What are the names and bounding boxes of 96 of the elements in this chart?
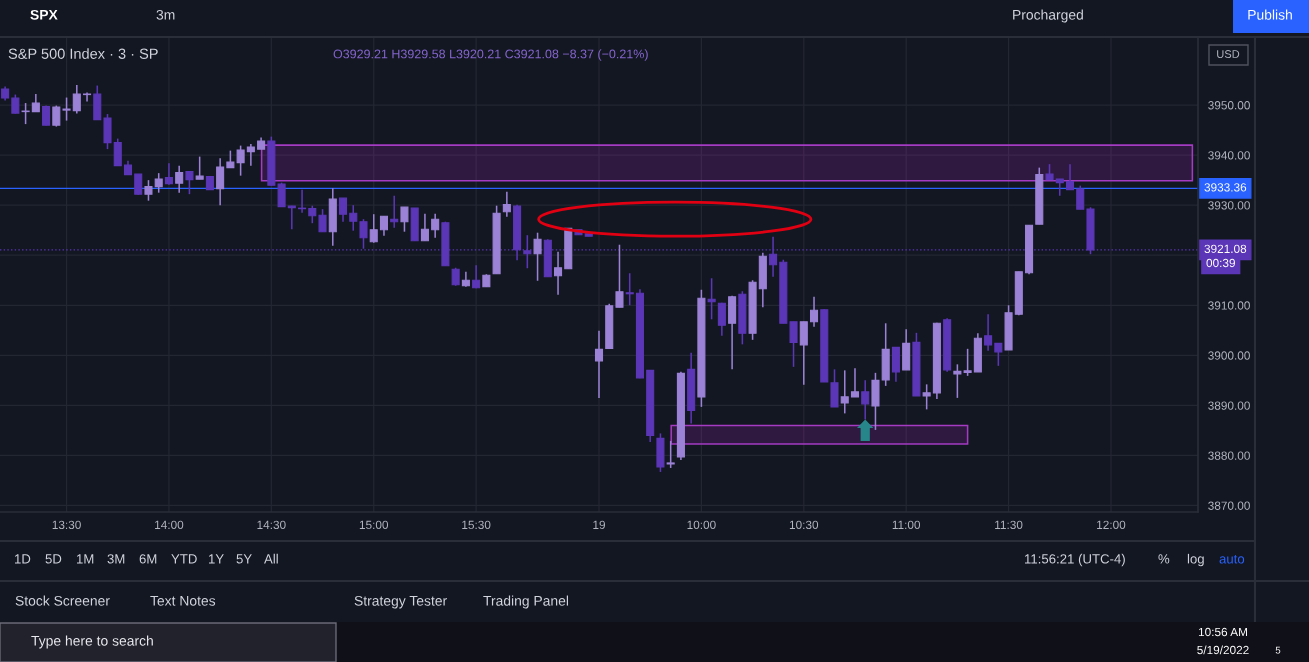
- candlestick: [369, 213, 378, 244]
- candlestick: [338, 197, 348, 223]
- text: 00:39: [1206, 258, 1235, 268]
- candlestick: [984, 313, 993, 352]
- text: USD: [1217, 50, 1240, 58]
- y-tick-label: 3940.00: [1208, 151, 1250, 160]
- candlestick: [799, 321, 808, 386]
- candlestick: [400, 206, 409, 233]
- candlestick: [82, 91, 92, 103]
- text: Trading Panel: [483, 595, 569, 609]
- candlestick: [1055, 178, 1064, 197]
- candlestick: [502, 190, 511, 218]
- candlestick: [175, 164, 184, 194]
- candlestick: [164, 162, 173, 186]
- text: S&P 500 Index · 3 · SP: [8, 48, 158, 59]
- x-tick-label: 11:00: [892, 520, 921, 529]
- candlestick: [615, 243, 624, 309]
- candlestick: [420, 212, 429, 242]
- candlestick: [62, 96, 71, 122]
- x-tick-label: 12:00: [1097, 520, 1126, 529]
- text: 5: [1275, 646, 1281, 654]
- candlestick: [11, 93, 20, 115]
- y-tick-label: 3900.00: [1208, 351, 1250, 360]
- candlestick: [134, 173, 143, 196]
- text: 1M: [77, 554, 94, 564]
- text: 1Y: [209, 554, 224, 564]
- text: Publish: [1248, 9, 1292, 20]
- candlestick: [431, 212, 440, 239]
- text: YTD: [171, 554, 197, 564]
- y-tick-label: 3910.00: [1208, 301, 1250, 310]
- candlestick: [72, 84, 81, 115]
- candlestick: [154, 172, 163, 194]
- candlestick: [277, 181, 286, 208]
- x-tick-label: 19: [593, 520, 606, 529]
- y-tick-label: 3930.00: [1208, 201, 1250, 210]
- text: 5D: [45, 554, 62, 564]
- candlestick: [318, 208, 327, 233]
- y-tick-label: 3950.00: [1208, 101, 1250, 110]
- text: %: [1158, 554, 1170, 564]
- candlestick: [349, 204, 358, 232]
- candlestick: [1065, 163, 1075, 191]
- text: Stock Screener: [15, 595, 110, 606]
- candlestick: [994, 342, 1003, 367]
- candlestick: [21, 102, 30, 125]
- candlestick: [216, 157, 225, 206]
- text: O3929.21 H3929.58 L3920.21 C3921.08 −8.37 (−0.21%): [333, 49, 648, 61]
- candlestick: [533, 231, 542, 282]
- text: 3M: [107, 554, 125, 564]
- text: Type here to search: [31, 635, 153, 649]
- text: auto: [1219, 554, 1245, 564]
- ref-line-label: 3933.36: [1204, 183, 1247, 192]
- candlestick: [922, 383, 931, 411]
- x-tick-label: 10:30: [789, 520, 819, 529]
- text: 6M: [139, 554, 157, 564]
- candlestick: [861, 379, 870, 421]
- candlestick: [359, 218, 368, 250]
- candlestick: [850, 367, 860, 398]
- candlestick: [809, 296, 819, 328]
- text: log: [1187, 553, 1204, 567]
- x-tick-label: 14:30: [257, 520, 286, 529]
- y-tick-label: 3870.00: [1208, 501, 1250, 510]
- text: 3m: [156, 9, 175, 20]
- candlestick: [840, 369, 849, 415]
- text: All: [264, 553, 278, 564]
- candlestick: [717, 302, 726, 337]
- candlestick: [246, 143, 255, 167]
- x-tick-label: 13:30: [52, 520, 81, 529]
- x-tick-label: 15:30: [462, 520, 491, 529]
- candlestick: [594, 330, 604, 399]
- candlestick: [144, 179, 153, 202]
- candlestick: [451, 266, 460, 287]
- text: SPX: [30, 9, 58, 20]
- candlestick: [554, 250, 563, 296]
- x-tick-label: 11:30: [995, 520, 1023, 529]
- candlestick: [113, 137, 122, 167]
- candlestick: [195, 155, 204, 180]
- candlestick: [185, 170, 194, 195]
- candlestick: [789, 321, 798, 368]
- text: 10:56 AM: [1198, 627, 1247, 637]
- ref-line-label: 3921.08: [1204, 244, 1247, 253]
- text: Procharged: [1013, 9, 1083, 23]
- text: 5/19/2022: [1197, 645, 1249, 655]
- x-tick-label: 14:00: [155, 520, 184, 529]
- x-tick-label: 10:00: [687, 520, 716, 529]
- y-tick-label: 3890.00: [1208, 401, 1250, 410]
- y-tick-label: 3880.00: [1208, 451, 1250, 460]
- candlestick: [379, 215, 389, 237]
- text: 5Y: [236, 554, 252, 564]
- candlestick: [1076, 184, 1085, 210]
- x-tick-label: 15:00: [359, 520, 389, 529]
- text: Text Notes: [150, 596, 216, 606]
- text: Strategy Tester: [354, 595, 447, 609]
- candlestick: [625, 272, 634, 307]
- text: 1D: [15, 554, 31, 564]
- text: 11:56:21 (UTC-4): [1025, 553, 1125, 567]
- candlestick: [666, 440, 675, 469]
